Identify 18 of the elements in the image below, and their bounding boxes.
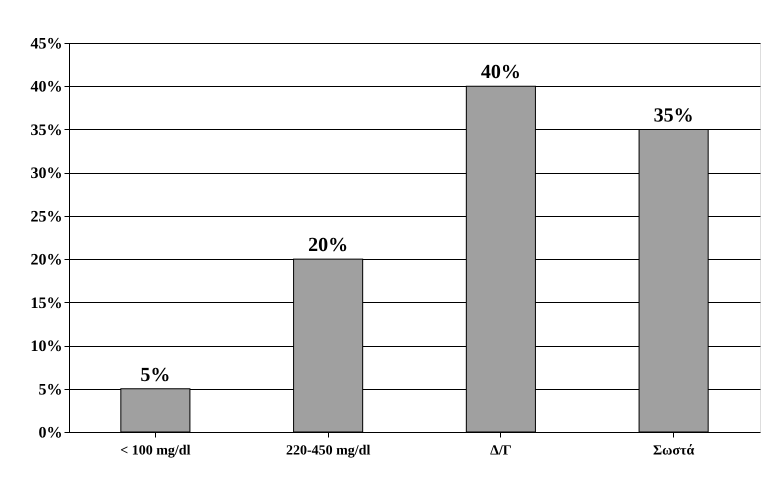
- y-tick-label: 5%: [38, 381, 62, 398]
- data-label: 20%: [308, 234, 348, 256]
- y-tick-label: 20%: [30, 252, 62, 269]
- y-tick-label: 35%: [30, 122, 62, 139]
- y-tick-label: 40%: [30, 78, 62, 96]
- x-tick-label: Δ/Γ: [490, 444, 512, 458]
- y-tick-label: 25%: [30, 208, 62, 226]
- y-tick-label: 10%: [30, 338, 62, 356]
- y-tick-label: 45%: [30, 36, 62, 52]
- data-label: 5%: [140, 364, 170, 386]
- y-tick-label: 15%: [30, 294, 62, 312]
- data-label: 40%: [480, 61, 521, 84]
- data-label: 35%: [654, 104, 694, 126]
- y-tick-label: 0%: [38, 424, 62, 442]
- x-tick-label: 220-450 mg/dl: [286, 444, 370, 458]
- x-tick-label: < 100 mg/dl: [120, 444, 191, 458]
- x-tick-label: Σωστά: [652, 444, 694, 458]
- y-tick-label: 30%: [30, 165, 62, 182]
